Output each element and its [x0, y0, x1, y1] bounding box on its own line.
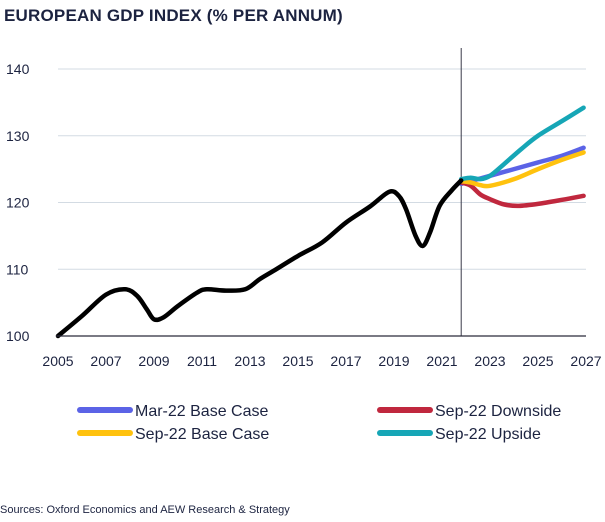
- legend: Mar-22 Base Case Sep-22 Downside Sep-22 Ba…: [77, 403, 561, 443]
- grid: [58, 68, 586, 270]
- x-tick-label: 2013: [234, 353, 265, 369]
- y-tick-label: 140: [6, 61, 30, 77]
- y-tick-label: 100: [6, 328, 30, 344]
- y-tick-label: 120: [6, 195, 30, 211]
- x-tick-label: 2011: [187, 353, 217, 369]
- legend-label-mar-22-base-case: Mar-22 Base Case: [135, 403, 268, 420]
- x-tick-label: 2027: [570, 353, 601, 369]
- source-note: Sources: Oxford Economics and AEW Resear…: [0, 504, 290, 516]
- x-tick-label: 2019: [378, 353, 409, 369]
- y-tick-label: 130: [6, 128, 30, 144]
- legend-label-sep-22-upside: Sep-22 Upside: [435, 426, 541, 443]
- series-lines: [458, 105, 586, 209]
- series-line-sep-22-upside: [458, 105, 586, 182]
- x-tick-label: 2021: [426, 353, 457, 369]
- history-line-path: [55, 178, 464, 339]
- axes: 100 110 120 130 140 2005 2007 2009 2011 2013 2015 2…: [6, 61, 602, 369]
- x-tick-label: 2017: [330, 353, 361, 369]
- legend-label-sep-22-base-case: Sep-22 Base Case: [135, 426, 269, 443]
- chart-title: EUROPEAN GDP INDEX (% PER ANNUM): [4, 6, 343, 25]
- series-line-sep-22-downside: [458, 180, 586, 209]
- x-tick-label: 2025: [522, 353, 553, 369]
- x-tick-label: 2009: [138, 353, 169, 369]
- legend-label-sep-22-downside: Sep-22 Downside: [435, 403, 561, 420]
- x-tick-label: 2015: [282, 353, 313, 369]
- x-tick-label: 2007: [90, 353, 121, 369]
- series-line-sep-22-base-case: [458, 150, 586, 189]
- x-tick-label: 2005: [42, 353, 73, 369]
- x-tick-label: 2023: [474, 353, 505, 369]
- y-tick-label: 110: [6, 261, 29, 277]
- history-line: [55, 178, 464, 339]
